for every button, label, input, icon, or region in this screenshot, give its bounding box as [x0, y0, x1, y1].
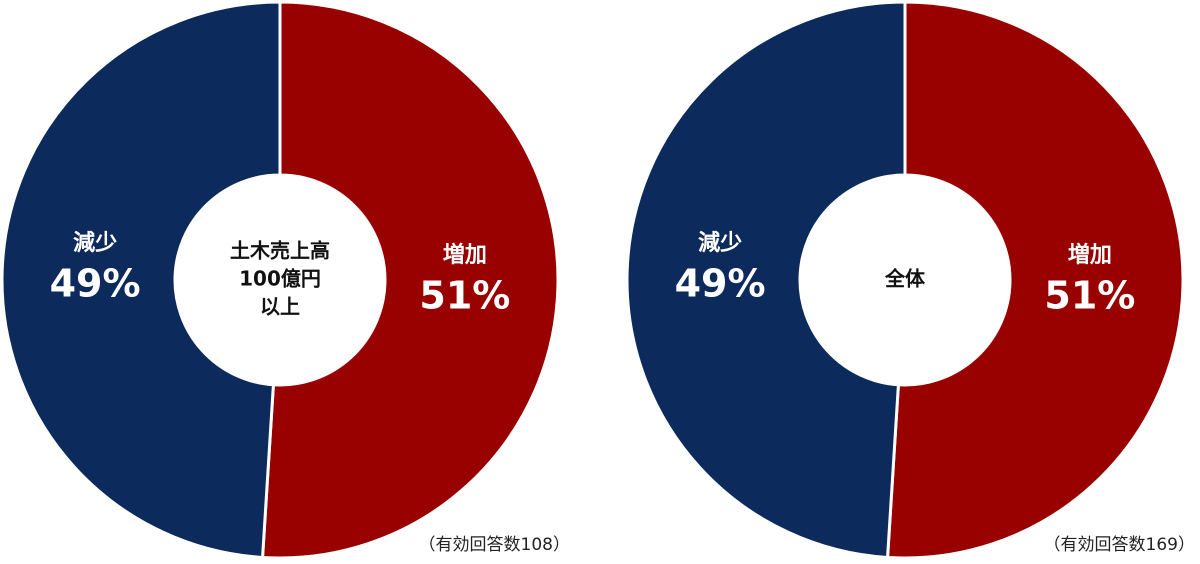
response-note: （有効回答数169）: [1044, 535, 1195, 555]
slice-category: 減少: [73, 231, 117, 256]
donut-slice: [625, 0, 907, 560]
slice-category: 増加: [443, 242, 487, 268]
donut-slice: [885, 0, 1185, 560]
slice-value-label: 49%: [675, 262, 766, 306]
slice-value-label: 51%: [419, 273, 510, 317]
center-label: 以上: [260, 295, 300, 319]
slice-value-label: 51%: [1044, 273, 1135, 317]
slice-category: 増加: [1068, 242, 1112, 268]
donut-slice: [0, 0, 282, 560]
response-note: （有効回答数108）: [419, 535, 570, 555]
slice-category: 減少: [698, 231, 742, 256]
center-label: 全体: [884, 267, 926, 291]
center-label: 100億円: [239, 267, 321, 291]
center-label: 土木売上高: [230, 239, 330, 263]
slice-value-label: 49%: [50, 262, 141, 306]
donut-slice: [260, 0, 560, 560]
